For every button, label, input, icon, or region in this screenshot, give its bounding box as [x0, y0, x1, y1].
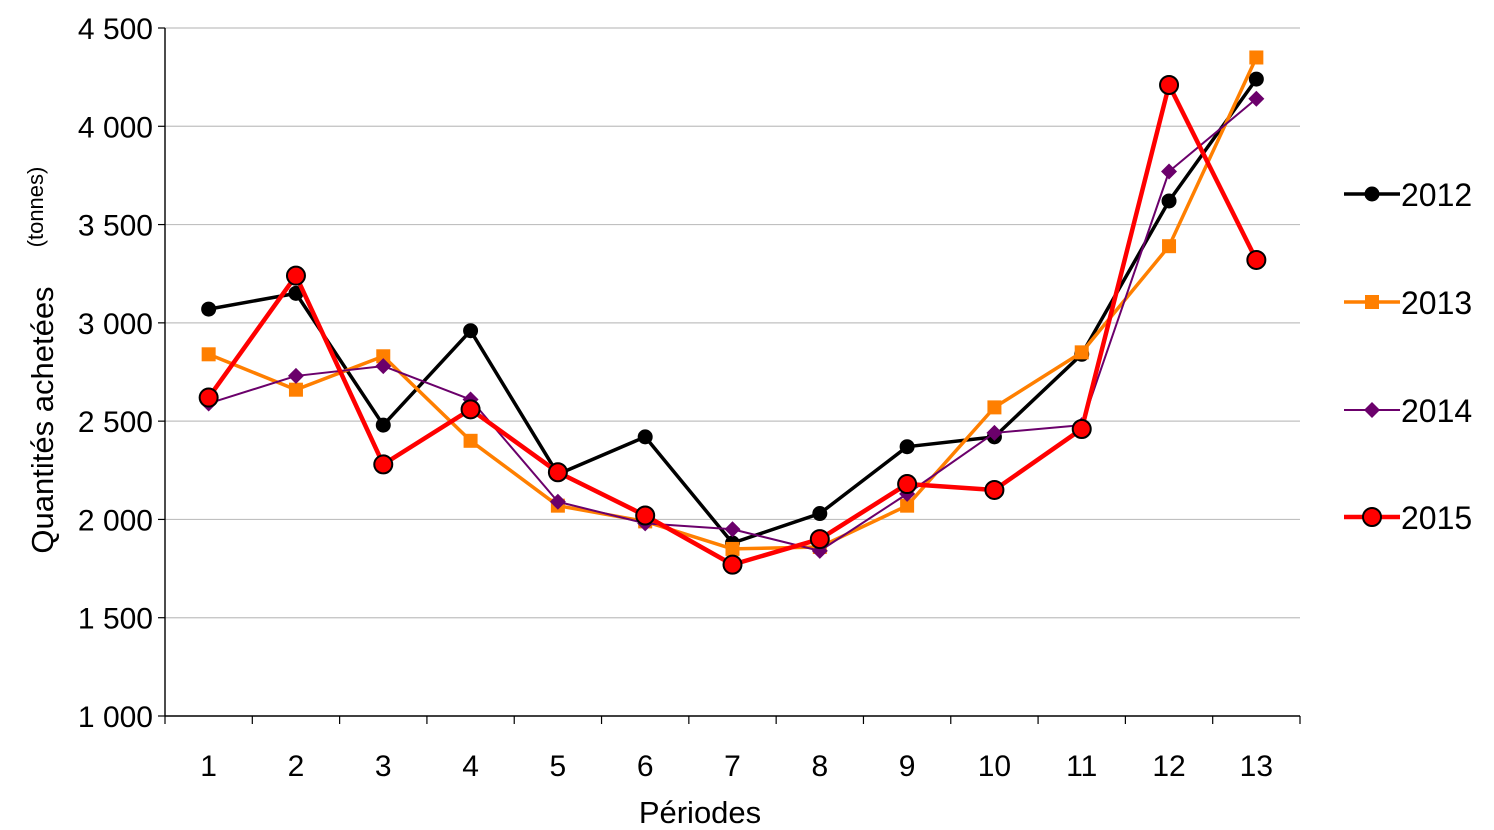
data-point-2013: [288, 382, 303, 397]
series-line-2012: [208, 78, 1258, 545]
legend-marker: [1365, 295, 1379, 309]
legend-label: 2014: [1401, 393, 1472, 429]
x-tick-label: 3: [375, 750, 392, 783]
data-point-2013: [987, 400, 1002, 415]
data-point-2012: [812, 506, 828, 522]
x-tick-label: 9: [899, 750, 916, 783]
y-tick-label: 3 000: [78, 308, 153, 341]
data-point-2015: [285, 265, 306, 286]
y-tick-label: 2 500: [78, 406, 153, 439]
data-point-2015: [1246, 249, 1267, 270]
data-point-2013: [201, 347, 216, 362]
data-point-2015: [1159, 75, 1180, 96]
data-point-2015: [984, 479, 1005, 500]
legend-marker: [1364, 402, 1380, 418]
data-point-2014: [1248, 90, 1265, 107]
gridlines: [165, 27, 1300, 619]
legend-item-2014: 2014: [1344, 393, 1472, 429]
y-tick-label: 1 500: [78, 603, 153, 636]
data-point-2014: [287, 367, 304, 384]
data-point-2015: [897, 474, 918, 495]
legend-item-2013: 2013: [1344, 285, 1472, 321]
data-point-2015: [198, 387, 219, 408]
data-point-2014: [1161, 163, 1178, 180]
data-point-2015: [460, 399, 481, 420]
data-point-2015: [722, 554, 743, 575]
x-tick-label: 4: [462, 750, 479, 783]
y-tick-labels: 1 000 1 500 2 000 2 500 3 000 3 500 4 000 4 500: [78, 13, 153, 734]
x-tick-label: 12: [1152, 750, 1185, 783]
data-point-2012: [375, 417, 391, 433]
data-point-2014: [724, 521, 741, 538]
legend-label: 2013: [1401, 285, 1472, 321]
data-point-2015: [373, 454, 394, 475]
x-tick-label: 5: [550, 750, 567, 783]
data-point-2015: [547, 462, 568, 483]
x-tick-label: 6: [637, 750, 654, 783]
data-point-2015: [635, 505, 656, 526]
legend-label: 2015: [1401, 500, 1472, 536]
data-point-2012: [1161, 193, 1177, 209]
y-tick-label: 1 000: [78, 701, 153, 734]
data-point-2014: [986, 424, 1003, 441]
y-tick-label: 4 500: [78, 13, 153, 46]
y-axis-title: Quantités achetées: [25, 286, 60, 553]
legend: 2012 2013 2014 2015: [1344, 177, 1472, 536]
data-point-2012: [201, 301, 217, 317]
x-tick-label: 7: [724, 750, 741, 783]
y-tick-label: 4 000: [78, 111, 153, 144]
legend-item-2015: 2015: [1344, 500, 1472, 536]
data-point-2013: [1074, 345, 1089, 360]
x-axis-title: Périodes: [639, 795, 761, 830]
legend-label: 2012: [1401, 177, 1472, 213]
x-tick-label: 11: [1066, 750, 1097, 783]
data-point-2013: [725, 541, 740, 556]
data-point-2013: [900, 498, 915, 513]
x-tick-label: 13: [1240, 750, 1273, 783]
legend-item-2012: 2012: [1344, 177, 1472, 213]
series-2015: [198, 75, 1267, 575]
legend-marker: [1364, 186, 1380, 202]
y-tick-label: 3 500: [78, 210, 153, 243]
data-point-2014: [375, 358, 392, 375]
data-point-2015: [809, 529, 830, 550]
axes: [158, 27, 1301, 724]
series-line-2013: [207, 56, 1258, 551]
y-tick-label: 2 000: [78, 504, 153, 537]
data-point-2012: [899, 439, 915, 455]
data-point-2015: [1071, 419, 1092, 440]
x-tick-label: 2: [288, 750, 305, 783]
x-tick-label: 1: [200, 750, 217, 783]
data-point-2013: [376, 349, 391, 364]
data-point-2013: [1162, 239, 1177, 254]
data-point-2014: [549, 493, 566, 510]
data-point-2012: [1248, 71, 1264, 87]
data-point-2013: [1249, 50, 1264, 65]
y-axis-unit: (tonnes): [23, 167, 48, 248]
series-2012: [201, 71, 1264, 551]
data-point-2012: [637, 429, 653, 445]
x-tick-label: 8: [811, 750, 828, 783]
x-tick-label: 10: [978, 750, 1011, 783]
data-point-2013: [463, 433, 478, 448]
data-point-2012: [463, 323, 479, 339]
y-axis-title-group: Quantités achetées (tonnes): [23, 167, 60, 554]
x-tick-labels: 1 2 3 4 5 6 7 8 9 10 11 12 13: [200, 750, 1273, 783]
series-group: [198, 50, 1267, 575]
legend-marker: [1362, 507, 1382, 527]
